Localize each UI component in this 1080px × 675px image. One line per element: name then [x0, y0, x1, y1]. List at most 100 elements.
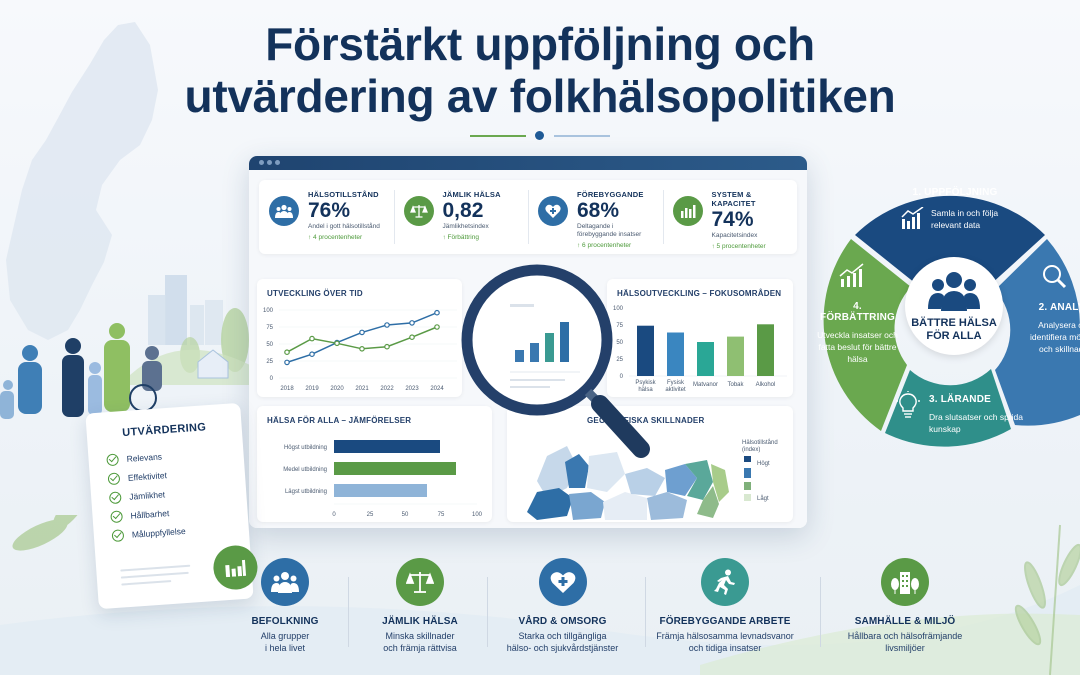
window-dot	[259, 160, 264, 165]
cycle-step-desc: Dra slutsatser och sprida kunskap	[929, 412, 1024, 434]
sweden-map-illustration	[0, 22, 250, 419]
svg-text:50: 50	[616, 340, 623, 346]
category-desc: Minska skillnader	[385, 631, 455, 641]
people-group-icon	[269, 196, 299, 226]
svg-text:(index): (index)	[742, 447, 760, 453]
svg-text:25: 25	[616, 357, 623, 363]
kpi-card-halsotillstand: HÄLSOTILLSTÅND 76% Andel i gott hälsotil…	[259, 180, 394, 254]
scales-icon	[396, 558, 444, 606]
check-icon	[106, 452, 120, 466]
svg-text:0: 0	[270, 376, 274, 382]
svg-text:Lägst utbildning: Lägst utbildning	[285, 489, 327, 495]
svg-text:hälsa: hälsa	[638, 387, 653, 393]
kpi-label: SYSTEM & KAPACITET	[711, 190, 756, 208]
category-desc: hälso- och sjukvårdstjänster	[506, 643, 619, 653]
category-desc: i hela livet	[264, 643, 306, 653]
category-title: BEFOLKNING	[251, 616, 319, 627]
svg-text:Psykisk: Psykisk	[635, 380, 656, 386]
lightbulb-icon	[895, 391, 921, 424]
panel-title: HÄLSA FÖR ALLA – JÄMFÖRELSER	[267, 416, 412, 425]
svg-text:2024: 2024	[430, 386, 444, 392]
cycle-step-larande: 3. LÄRANDE Dra slutsatser och sprida kun…	[929, 394, 1029, 435]
category-jamlik-halsa: JÄMLIK HÄLSA Minska skillnader och främj…	[365, 555, 475, 654]
check-icon	[111, 528, 125, 542]
title-line-2: utvärdering av folkhälsopolitiken	[184, 70, 896, 122]
category-title: SAMHÄLLE & MILJÖ	[854, 616, 956, 627]
cycle-step-desc: Samla in och följa relevant data	[931, 208, 999, 230]
svg-text:100: 100	[613, 306, 624, 312]
cycle-step-desc: Utveckla insatser och fatta beslut för b…	[817, 330, 898, 364]
city-trees-icon	[881, 558, 929, 606]
heart-plus-icon	[538, 558, 587, 606]
svg-text:Alkohol: Alkohol	[756, 382, 776, 388]
svg-text:Lågt: Lågt	[757, 495, 769, 502]
svg-text:Medel utbildning: Medel utbildning	[283, 467, 327, 473]
svg-text:Hälsotillstånd: Hälsotillstånd	[742, 439, 778, 446]
kpi-value: 76%	[308, 199, 351, 222]
svg-text:50: 50	[266, 342, 273, 348]
check-icon	[110, 509, 123, 523]
line-chart-panel: UTVECKLING ÖVER TID 100 75 50 25 0	[257, 279, 462, 397]
svg-text:25: 25	[266, 359, 273, 365]
window-dot	[267, 160, 272, 165]
check-icon	[108, 490, 122, 504]
category-befolkning: BEFOLKNING Alla grupper i hela livet	[225, 555, 345, 654]
kpi-card-forebyggande: FÖREBYGGANDE 68% Deltagande i förebyggan…	[528, 180, 663, 254]
scales-icon	[403, 196, 434, 226]
svg-text:2019: 2019	[305, 386, 319, 392]
background-wave	[0, 515, 1080, 675]
category-title: VÅRD & OMSORG	[518, 616, 607, 627]
people-group-icon	[261, 558, 309, 606]
category-desc: Hållbara och hälsofrämjande	[847, 631, 963, 641]
kpi-card-jamlik-halsa: JÄMLIK HÄLSA 0,82 Jämlikhetsindex ↑ Förb…	[393, 180, 529, 254]
kpi-row: HÄLSOTILLSTÅND 76% Andel i gott hälsotil…	[259, 180, 797, 254]
kpi-description: Kapacitetsindex	[711, 232, 758, 239]
title-divider	[470, 131, 610, 141]
cycle-step-forbattring: 4. FÖRBÄTTRING Utveckla insatser och fat…	[815, 301, 900, 365]
cycle-step-title: 1. UPPFÖLJNING	[912, 187, 998, 198]
category-desc: och tidiga insatser	[688, 643, 762, 653]
svg-text:75: 75	[616, 323, 623, 329]
focus-categories: BEFOLKNING Alla grupper i hela livet JÄM…	[245, 555, 1080, 665]
bar-chart: 100 75 50 25 0 Psykisk hälsa Fysisk akti…	[613, 306, 787, 393]
svg-text:100: 100	[472, 512, 483, 518]
check-icon	[107, 471, 121, 485]
cycle-step-analys: 2. ANALYS Analysera och identifiera möns…	[1025, 302, 1080, 355]
category-desc: Alla grupper	[260, 631, 310, 641]
panel-title: UTVECKLING ÖVER TID	[267, 289, 363, 298]
kpi-change: ↑ 6 procentenheter	[577, 242, 632, 249]
panel-title: HÄLSOUTVECKLING – FOKUSOMRÅDEN	[617, 289, 782, 298]
geographic-panel: GEOGRAFISKA SKILLNADER Hälsotillstånd (i…	[507, 406, 793, 522]
category-desc: Starka och tillgängliga	[518, 631, 607, 641]
chart-growth-icon	[901, 206, 925, 234]
kpi-change: ↑ 4 procentenheter	[308, 234, 363, 241]
svg-text:25: 25	[367, 512, 374, 518]
kpi-description: Jämlikhetsindex	[442, 223, 489, 230]
kpi-label: HÄLSOTILLSTÅND	[308, 190, 379, 199]
heart-plus-icon	[538, 196, 568, 226]
horizontal-bar-chart: Högst utbildning Medel utbildning Lägst …	[283, 440, 483, 518]
window-titlebar	[249, 156, 807, 170]
category-title: JÄMLIK HÄLSA	[382, 616, 458, 627]
kpi-change: ↑ Förbättring	[442, 234, 480, 241]
horizontal-bar-panel: HÄLSA FÖR ALLA – JÄMFÖRELSER Högst utbil…	[257, 406, 492, 522]
svg-text:2021: 2021	[355, 386, 369, 392]
panel-title: GEOGRAFISKA SKILLNADER	[587, 416, 705, 425]
svg-text:aktivitet: aktivitet	[665, 387, 686, 393]
svg-text:2018: 2018	[280, 386, 294, 392]
svg-text:Högst utbildning: Högst utbildning	[284, 445, 327, 451]
cycle-step-uppfoljning: 1. UPPFÖLJNING	[900, 187, 1010, 198]
kpi-value: 68%	[577, 199, 620, 222]
svg-text:0: 0	[620, 374, 624, 380]
svg-text:Matvanor: Matvanor	[693, 382, 718, 388]
cycle-step-desc: Analysera och identifiera mönster och sk…	[1030, 320, 1080, 354]
kpi-card-system-kapacitet: SYSTEM & KAPACITET 74% Kapacitetsindex ↑…	[662, 180, 798, 254]
region-map: Hälsotillstånd (index) Högt Lågt	[527, 439, 778, 520]
svg-text:2023: 2023	[405, 386, 419, 392]
cycle-step-title: 3. LÄRANDE	[929, 394, 992, 405]
kpi-change: ↑ 5 procentenheter	[711, 243, 766, 250]
line-chart: 100 75 50 25 0 2018	[263, 308, 457, 392]
svg-text:2022: 2022	[380, 386, 394, 392]
category-desc: livsmiljöer	[885, 643, 925, 653]
category-title: FÖREBYGGANDE ARBETE	[659, 616, 791, 627]
